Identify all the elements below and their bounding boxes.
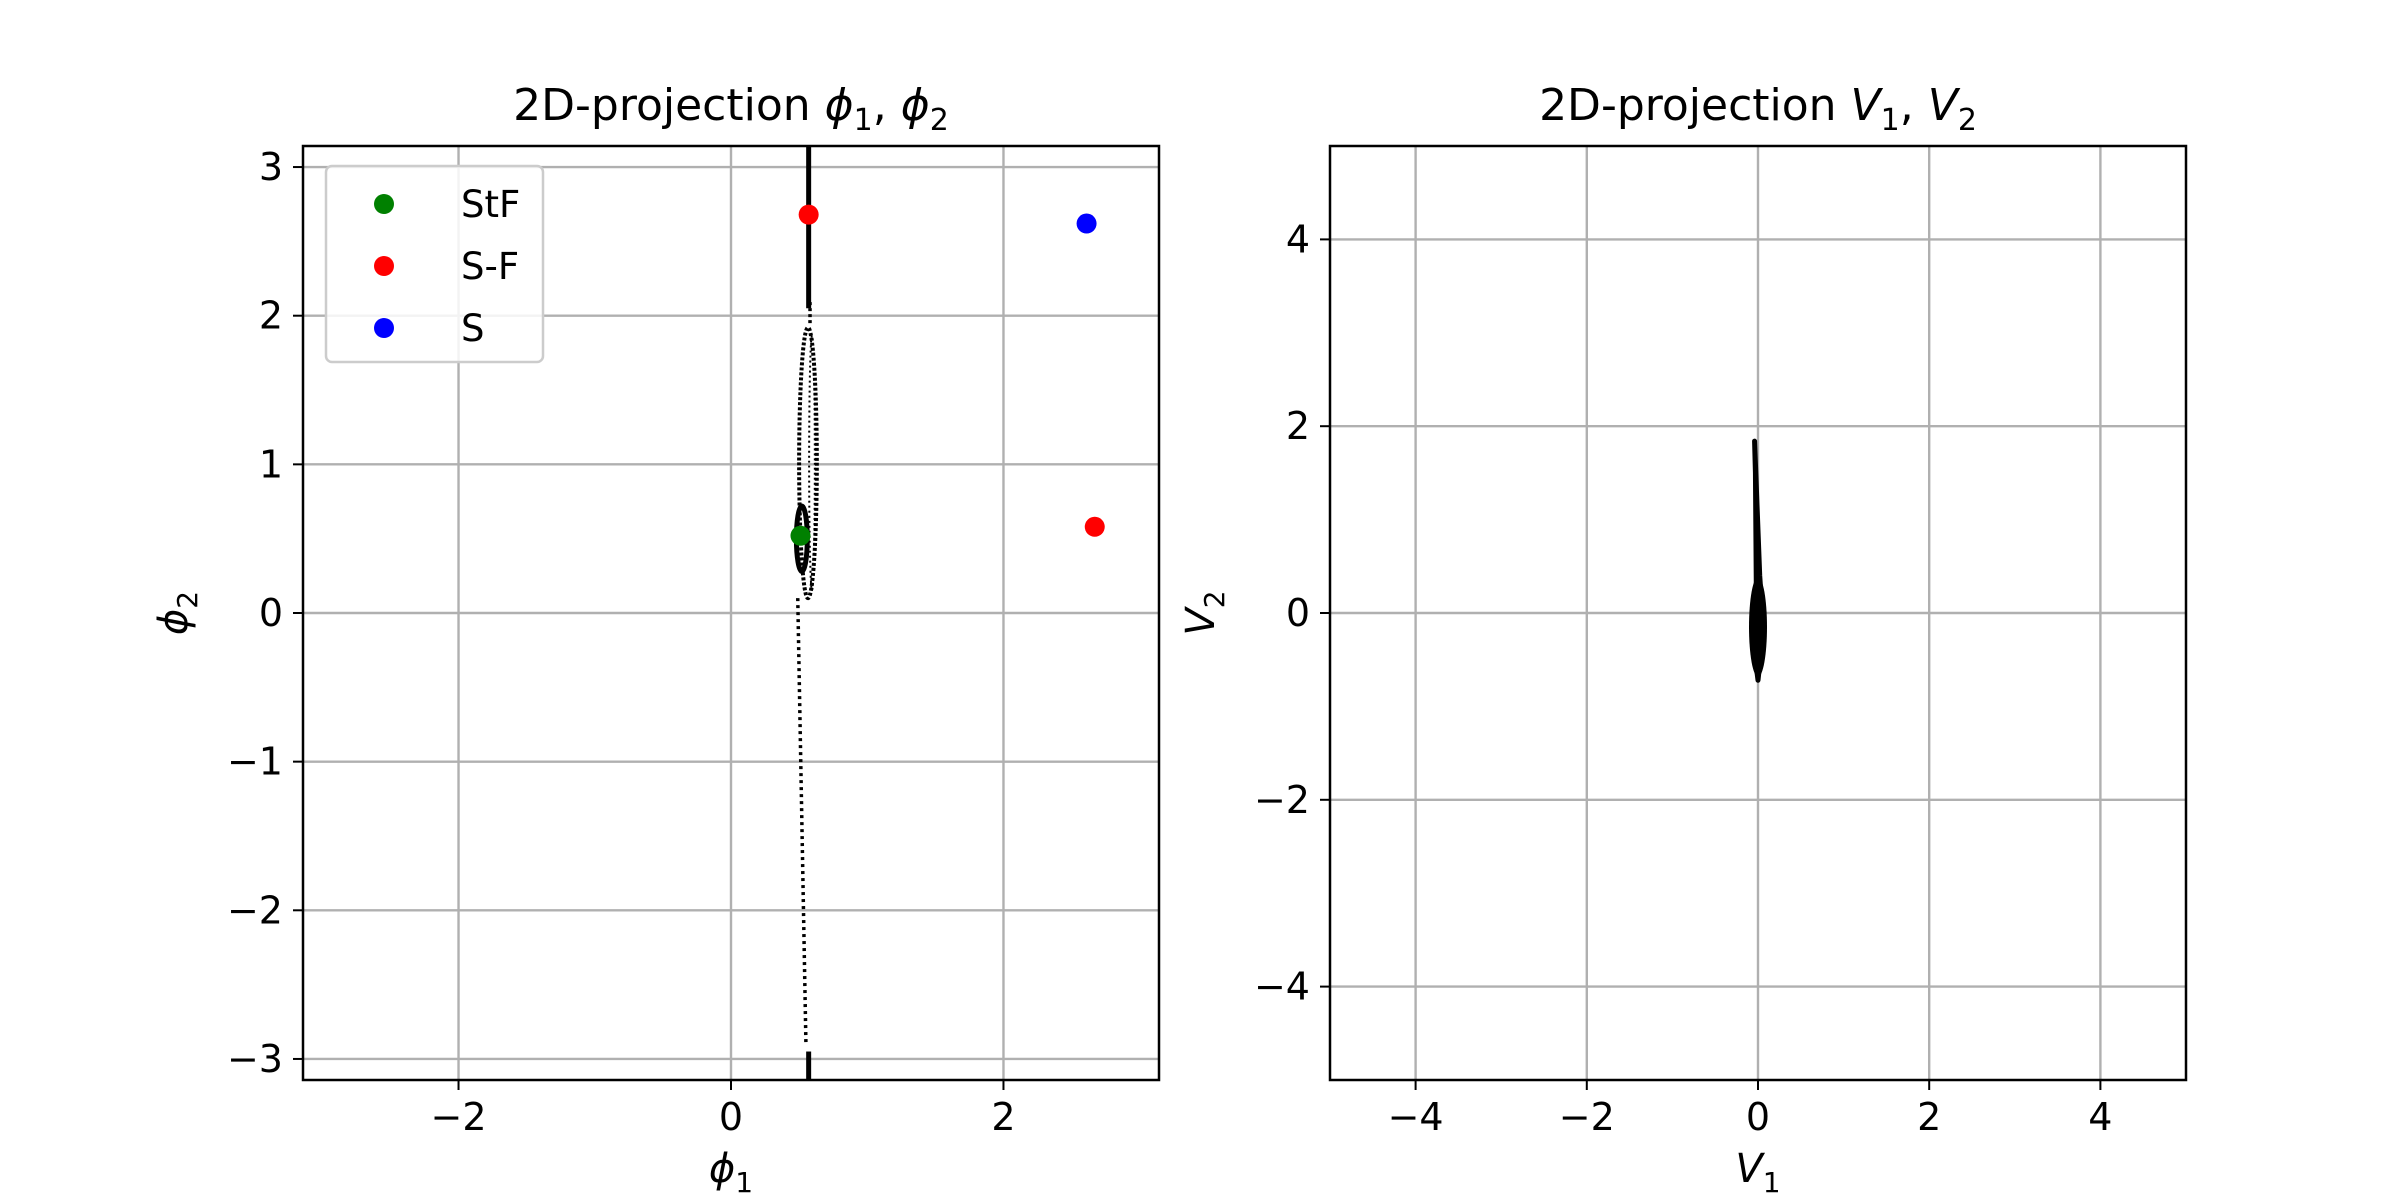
x-tick-label: −2: [1559, 1095, 1615, 1139]
x-tick-label: 4: [2088, 1095, 2112, 1139]
y-tick-label: 3: [259, 145, 283, 189]
y-tick-label: 2: [259, 294, 283, 338]
legend-marker: [374, 318, 394, 338]
y-tick-label: 4: [1286, 217, 1310, 261]
x-tick-label: −2: [431, 1095, 487, 1139]
x-tick-label: −4: [1388, 1095, 1444, 1139]
y-tick-label: 0: [259, 591, 283, 635]
legend-label: S-F: [461, 245, 519, 288]
point-stf: [790, 525, 811, 546]
x-tick-label: 2: [1917, 1095, 1941, 1139]
x-tick-label: 0: [719, 1095, 743, 1139]
trajectory-core: [1749, 577, 1767, 677]
phi-projection-panel: −2 0 2 −3 −2 −1 0 1 2 3 2D-projection ϕ1, ϕ2 ϕ1 ϕ…: [151, 80, 1161, 1199]
y-tick-label: 1: [259, 442, 283, 486]
right-x-axis-label: V1: [1735, 1146, 1780, 1199]
y-tick-label: −2: [1254, 778, 1310, 822]
left-fixed-points: [790, 204, 1105, 546]
legend: StF S-F S: [324, 164, 545, 364]
point-s-f: [798, 204, 819, 225]
legend-label: StF: [461, 183, 520, 226]
x-tick-label: 2: [991, 1095, 1015, 1139]
y-tick-label: 2: [1286, 404, 1310, 448]
point-s-f: [1084, 516, 1105, 537]
v-projection-panel: −4 −2 0 2 4 −4 −2 0 2 4 2D-projection V1, V2 V1 V…: [1178, 80, 2188, 1199]
y-tick-label: −4: [1254, 965, 1310, 1009]
point-s: [1076, 213, 1097, 234]
y-tick-label: −1: [227, 740, 283, 784]
legend-marker: [374, 256, 394, 276]
left-x-axis-label: ϕ1: [709, 1146, 753, 1199]
right-grid: [1330, 146, 2186, 1080]
trajectory-outer-loop-inner: [808, 334, 816, 592]
legend-label: S: [461, 307, 485, 350]
left-title: 2D-projection ϕ1, ϕ2: [513, 80, 949, 138]
y-tick-label: −3: [227, 1037, 283, 1081]
right-y-axis-label: V2: [1178, 590, 1231, 635]
right-title: 2D-projection V1, V2: [1539, 80, 1977, 138]
y-tick-label: −2: [227, 888, 283, 932]
x-tick-label: 0: [1746, 1095, 1770, 1139]
right-ticks: −4 −2 0 2 4 −4 −2 0 2 4: [1254, 217, 2113, 1139]
legend-box: [324, 164, 545, 364]
left-ticks: −2 0 2 −3 −2 −1 0 1 2 3: [227, 145, 1016, 1139]
y-tick-label: 0: [1286, 591, 1310, 635]
trajectory-outer-loop: [797, 325, 819, 601]
left-y-axis-label: ϕ2: [151, 591, 204, 635]
right-trajectory: [1749, 438, 1767, 683]
legend-marker: [374, 194, 394, 214]
trajectory-stray-trace: [796, 598, 808, 1045]
